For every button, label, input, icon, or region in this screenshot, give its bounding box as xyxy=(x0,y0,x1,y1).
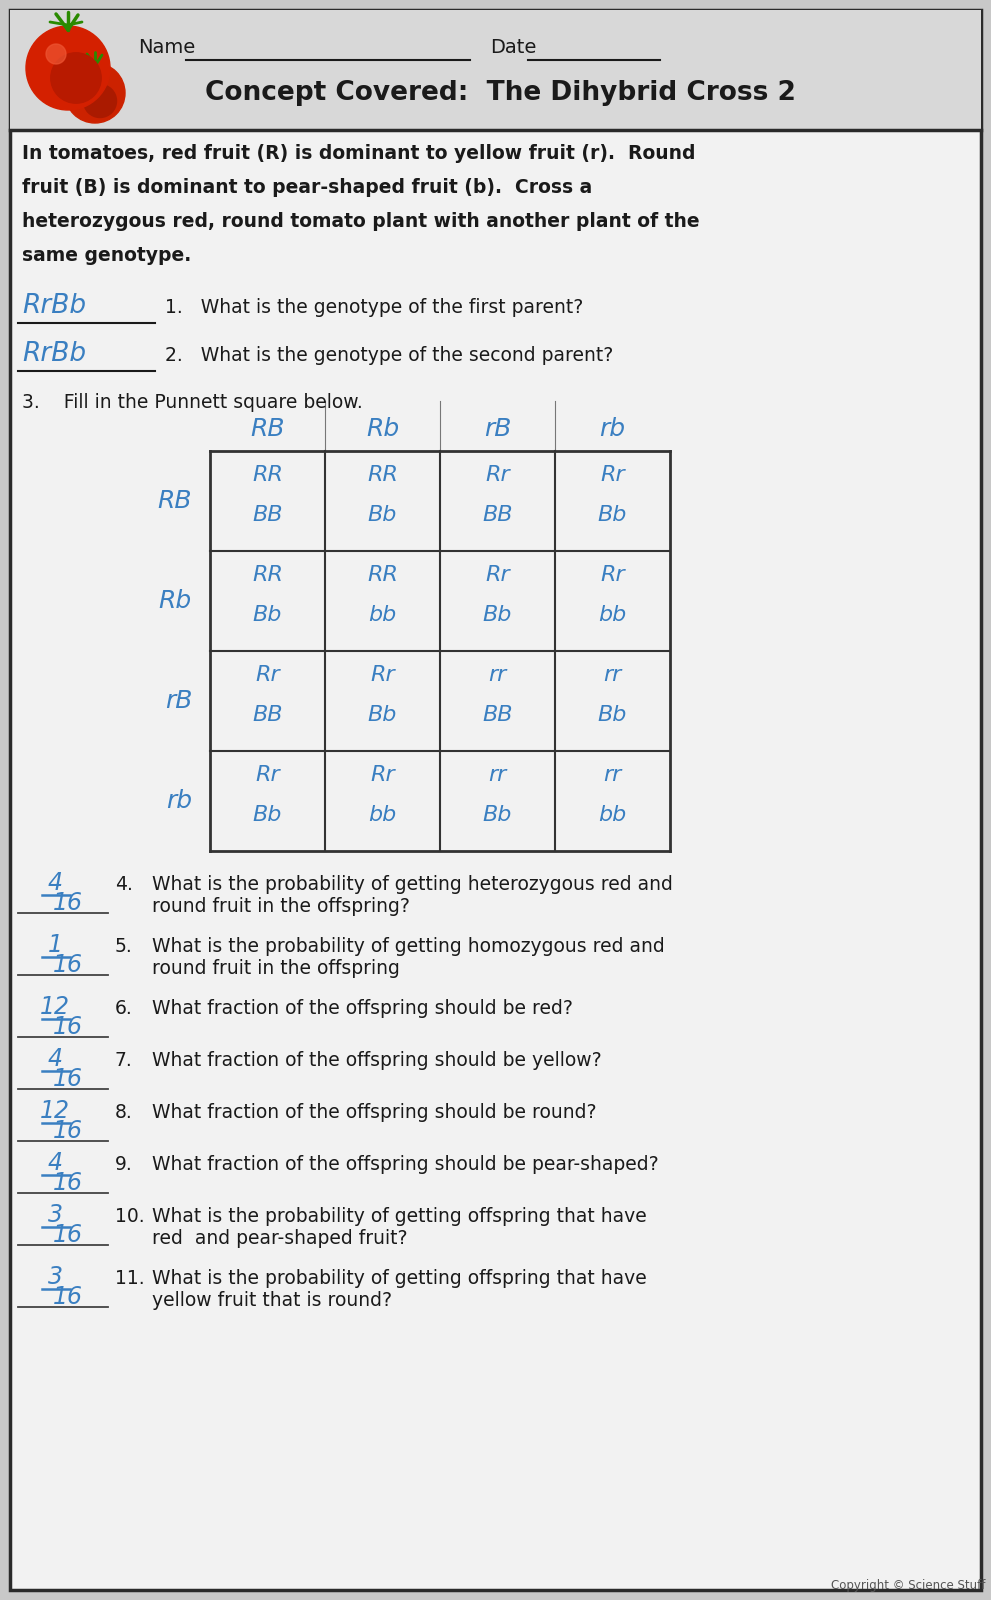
Text: BB: BB xyxy=(483,506,512,525)
Text: 16: 16 xyxy=(53,1171,83,1195)
Text: round fruit in the offspring?: round fruit in the offspring? xyxy=(152,898,410,915)
Text: BB: BB xyxy=(253,506,282,525)
Text: 12: 12 xyxy=(40,995,70,1019)
Text: heterozygous red, round tomato plant with another plant of the: heterozygous red, round tomato plant wit… xyxy=(22,211,700,230)
Text: 16: 16 xyxy=(53,891,83,915)
Circle shape xyxy=(65,62,125,123)
Text: 6.: 6. xyxy=(115,998,133,1018)
Circle shape xyxy=(83,85,117,117)
Text: round fruit in the offspring: round fruit in the offspring xyxy=(152,958,400,978)
Text: red  and pear-shaped fruit?: red and pear-shaped fruit? xyxy=(152,1229,407,1248)
Text: What is the probability of getting heterozygous red and: What is the probability of getting heter… xyxy=(152,875,673,894)
Text: RrBb: RrBb xyxy=(22,293,86,318)
Text: Rr: Rr xyxy=(601,466,624,485)
Text: Bb: Bb xyxy=(483,805,512,826)
Bar xyxy=(10,10,981,130)
Text: 16: 16 xyxy=(53,1014,83,1038)
Text: What is the probability of getting offspring that have: What is the probability of getting offsp… xyxy=(152,1206,647,1226)
Text: What is the probability of getting offspring that have: What is the probability of getting offsp… xyxy=(152,1269,647,1288)
Text: What fraction of the offspring should be yellow?: What fraction of the offspring should be… xyxy=(152,1051,602,1070)
Circle shape xyxy=(26,26,110,110)
Text: In tomatoes, red fruit (R) is dominant to yellow fruit (r).  Round: In tomatoes, red fruit (R) is dominant t… xyxy=(22,144,696,163)
Text: 16: 16 xyxy=(53,1067,83,1091)
Text: Rb: Rb xyxy=(159,589,192,613)
Text: RB: RB xyxy=(251,418,284,442)
Text: 11.: 11. xyxy=(115,1269,145,1288)
Text: bb: bb xyxy=(369,605,396,626)
Text: Bb: Bb xyxy=(598,706,627,725)
Text: yellow fruit that is round?: yellow fruit that is round? xyxy=(152,1291,392,1310)
Text: 3: 3 xyxy=(48,1266,62,1290)
Text: same genotype.: same genotype. xyxy=(22,246,191,266)
Text: RR: RR xyxy=(252,565,283,586)
Text: 4: 4 xyxy=(48,1150,62,1174)
Text: rr: rr xyxy=(489,765,506,786)
Text: 7.: 7. xyxy=(115,1051,133,1070)
Text: Bb: Bb xyxy=(253,605,282,626)
Text: Date: Date xyxy=(490,38,536,58)
Text: 1.   What is the genotype of the first parent?: 1. What is the genotype of the first par… xyxy=(165,298,584,317)
Text: Name: Name xyxy=(138,38,195,58)
Text: What fraction of the offspring should be red?: What fraction of the offspring should be… xyxy=(152,998,573,1018)
Text: 4: 4 xyxy=(48,870,62,894)
Text: 16: 16 xyxy=(53,1118,83,1142)
Text: 9.: 9. xyxy=(115,1155,133,1174)
Text: rr: rr xyxy=(489,666,506,685)
Text: BB: BB xyxy=(483,706,512,725)
Circle shape xyxy=(46,43,66,64)
Text: Bb: Bb xyxy=(368,706,397,725)
Text: 5.: 5. xyxy=(115,938,133,955)
Text: 12: 12 xyxy=(40,1099,70,1123)
Text: 16: 16 xyxy=(53,954,83,978)
Text: 1: 1 xyxy=(48,933,62,957)
Text: 10.: 10. xyxy=(115,1206,145,1226)
Text: BB: BB xyxy=(253,706,282,725)
Text: Bb: Bb xyxy=(368,506,397,525)
Text: 16: 16 xyxy=(53,1222,83,1246)
Text: Rr: Rr xyxy=(256,666,279,685)
Text: rr: rr xyxy=(604,765,621,786)
Text: Rr: Rr xyxy=(256,765,279,786)
Text: rB: rB xyxy=(484,418,511,442)
Text: RR: RR xyxy=(252,466,283,485)
Text: RR: RR xyxy=(367,565,398,586)
Text: Bb: Bb xyxy=(253,805,282,826)
Text: RB: RB xyxy=(158,490,192,514)
Text: 8.: 8. xyxy=(115,1102,133,1122)
Text: rb: rb xyxy=(165,789,192,813)
Text: rb: rb xyxy=(600,418,625,442)
Text: RrBb: RrBb xyxy=(22,341,86,366)
Text: rr: rr xyxy=(604,666,621,685)
Text: What is the probability of getting homozygous red and: What is the probability of getting homoz… xyxy=(152,938,665,955)
Text: Rr: Rr xyxy=(601,565,624,586)
Text: Rr: Rr xyxy=(371,765,394,786)
Text: Rr: Rr xyxy=(486,565,509,586)
Text: Bb: Bb xyxy=(598,506,627,525)
Text: Bb: Bb xyxy=(483,605,512,626)
Text: fruit (B) is dominant to pear-shaped fruit (b).  Cross a: fruit (B) is dominant to pear-shaped fru… xyxy=(22,178,593,197)
Text: Rr: Rr xyxy=(486,466,509,485)
Text: What fraction of the offspring should be round?: What fraction of the offspring should be… xyxy=(152,1102,597,1122)
Text: rB: rB xyxy=(165,690,192,714)
Text: 4.: 4. xyxy=(115,875,133,894)
Text: 3.    Fill in the Punnett square below.: 3. Fill in the Punnett square below. xyxy=(22,394,363,411)
Text: Rr: Rr xyxy=(371,666,394,685)
Text: What fraction of the offspring should be pear-shaped?: What fraction of the offspring should be… xyxy=(152,1155,659,1174)
Text: Copyright © Science Stuff: Copyright © Science Stuff xyxy=(830,1579,985,1592)
Text: bb: bb xyxy=(599,805,626,826)
Circle shape xyxy=(81,77,95,91)
Text: 2.   What is the genotype of the second parent?: 2. What is the genotype of the second pa… xyxy=(165,346,613,365)
Circle shape xyxy=(51,53,101,102)
Text: bb: bb xyxy=(369,805,396,826)
Text: 3: 3 xyxy=(48,1203,62,1227)
Text: 4: 4 xyxy=(48,1046,62,1070)
Text: 16: 16 xyxy=(53,1285,83,1309)
Text: Concept Covered:  The Dihybrid Cross 2: Concept Covered: The Dihybrid Cross 2 xyxy=(204,80,796,106)
Text: bb: bb xyxy=(599,605,626,626)
Text: RR: RR xyxy=(367,466,398,485)
Text: Rb: Rb xyxy=(366,418,399,442)
